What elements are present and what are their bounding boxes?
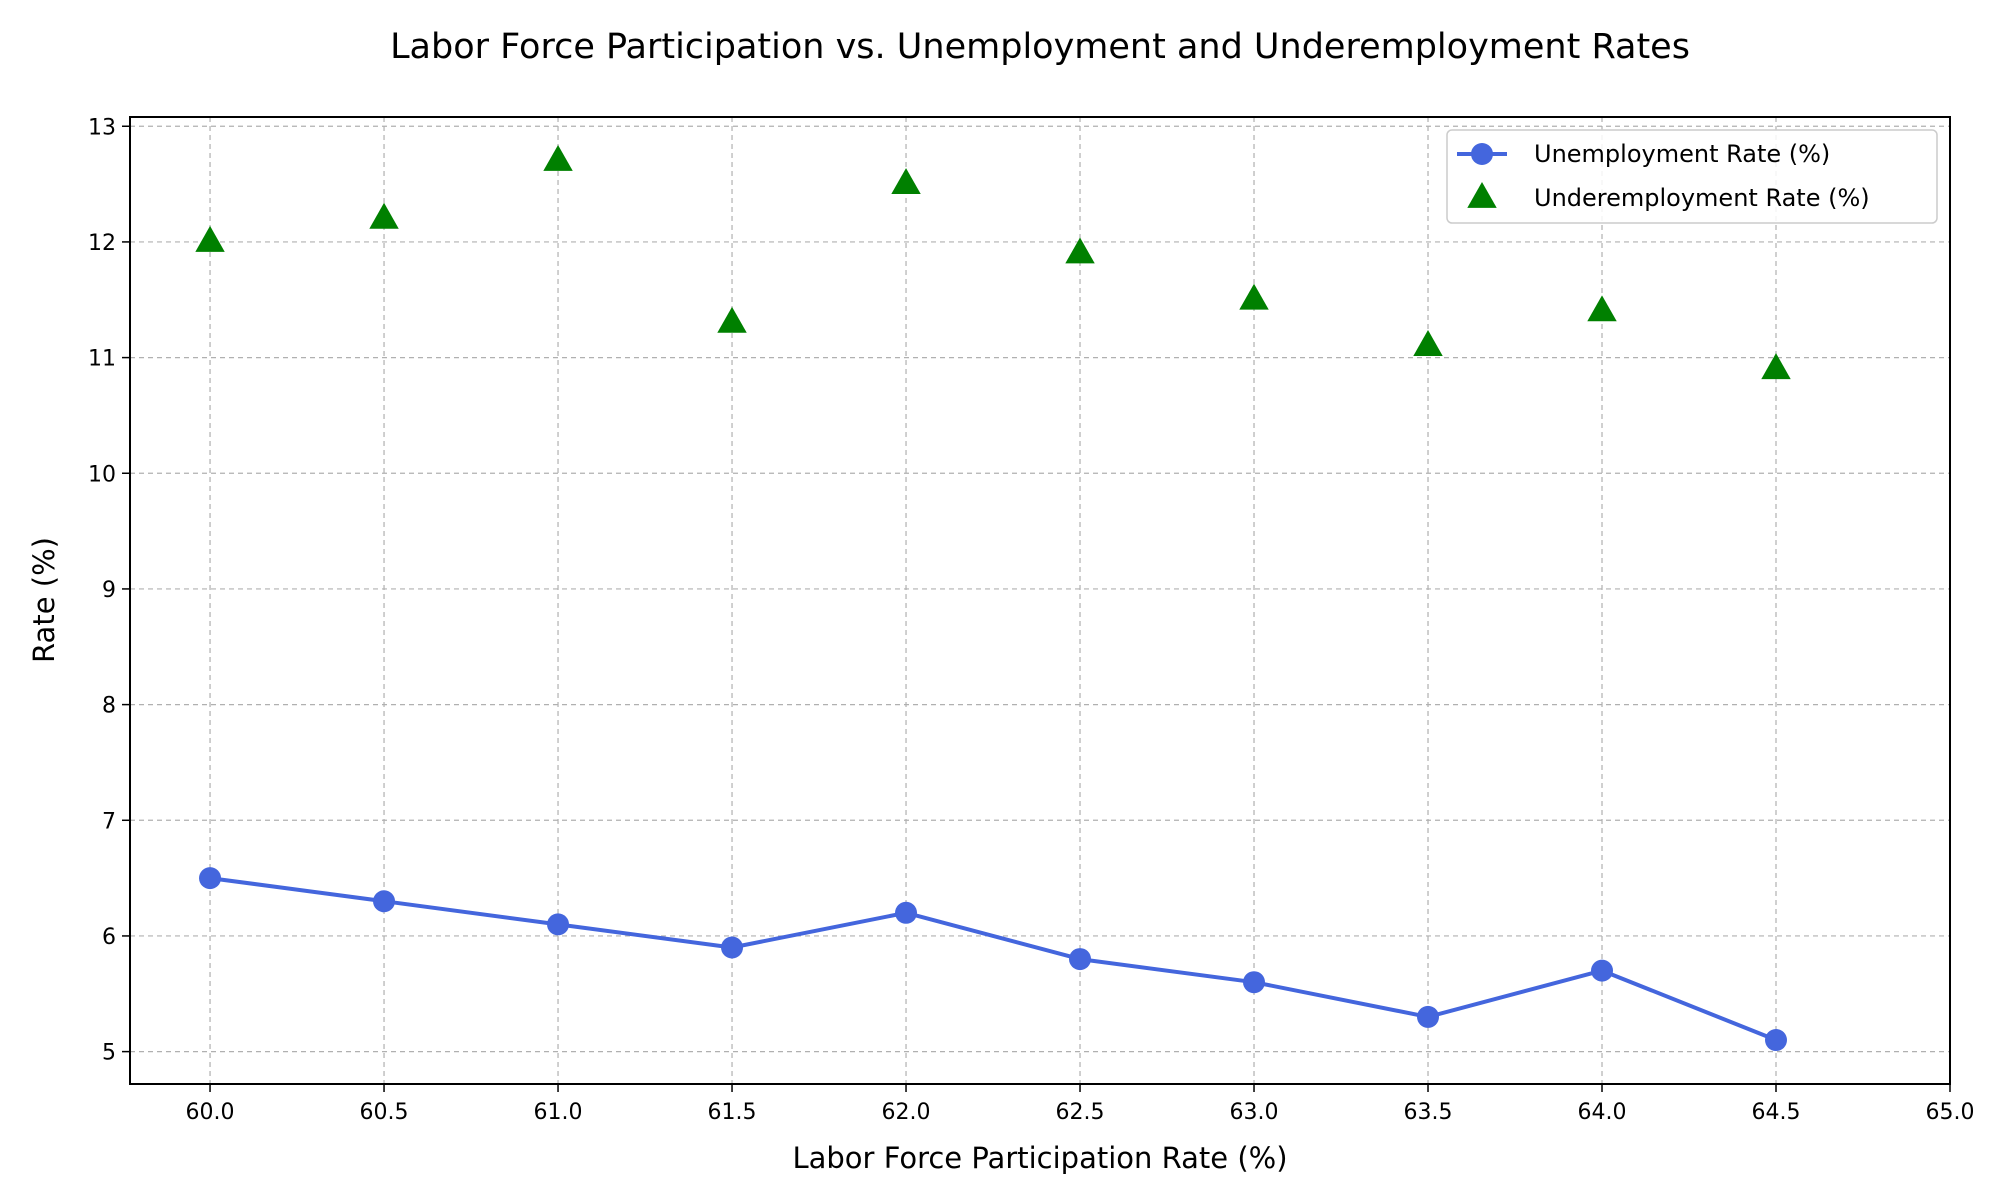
- legend-label-underemployment: Underemployment Rate (%): [1534, 184, 1870, 212]
- x-tick-label: 61.5: [708, 1100, 757, 1125]
- y-tick-label: 12: [88, 231, 116, 256]
- y-tick-label: 8: [102, 694, 116, 719]
- y-tick-label: 13: [88, 115, 116, 140]
- x-tick-label: 63.5: [1404, 1100, 1453, 1125]
- x-tick-label: 63.0: [1230, 1100, 1279, 1125]
- x-tick-label: 64.5: [1752, 1100, 1801, 1125]
- underemployment-point: [1239, 283, 1269, 310]
- unemployment-point: [1417, 1005, 1440, 1028]
- y-tick-label: 6: [102, 925, 116, 950]
- unemployment-point: [721, 936, 744, 959]
- unemployment-point: [547, 913, 570, 936]
- x-tick-label: 65.0: [1926, 1100, 1975, 1125]
- unemployment-point: [1591, 959, 1614, 982]
- unemployment-point: [1243, 971, 1266, 994]
- y-tick-label: 5: [102, 1041, 116, 1066]
- underemployment-point: [195, 225, 225, 252]
- underemployment-point: [1065, 237, 1095, 264]
- legend-triangle-marker: [1467, 182, 1497, 208]
- underemployment-point: [717, 306, 747, 333]
- unemployment-point: [1069, 948, 1092, 971]
- legend: Unemployment Rate (%) Underemployment Rat…: [1446, 129, 1938, 224]
- x-axis-label: Labor Force Participation Rate (%): [792, 1141, 1287, 1175]
- underemployment-point: [891, 168, 921, 195]
- x-axis: 60.0 60.5 61.0 61.5 62.0 62.5 63.0 63.5 64.0 64.5…: [186, 1084, 1975, 1125]
- x-tick-label: 62.5: [1056, 1100, 1105, 1125]
- x-tick-label: 62.0: [882, 1100, 931, 1125]
- x-tick-label: 60.0: [186, 1100, 235, 1125]
- underemployment-point: [1413, 330, 1443, 356]
- y-tick-label: 7: [102, 809, 116, 834]
- legend-label-unemployment: Unemployment Rate (%): [1534, 140, 1830, 168]
- y-axis: 5 6 7 8 9 10 11 12 13: [88, 115, 130, 1066]
- unemployment-point: [373, 890, 396, 913]
- x-tick-label: 61.0: [534, 1100, 583, 1125]
- unemployment-line: [209, 876, 1777, 1042]
- underemployment-point: [543, 144, 573, 171]
- y-axis-label: Rate (%): [27, 537, 61, 663]
- y-tick-label: 11: [88, 347, 116, 372]
- plot-area: [195, 144, 1791, 1052]
- unemployment-point: [1765, 1029, 1788, 1052]
- unemployment-point: [199, 867, 222, 890]
- y-tick-label: 10: [88, 462, 116, 487]
- legend-circle-marker: [1471, 143, 1493, 165]
- plot-frame: [129, 116, 1951, 1085]
- x-tick-label: 64.0: [1578, 1100, 1627, 1125]
- underemployment-point: [1761, 353, 1791, 380]
- underemployment-point: [1587, 295, 1617, 322]
- y-tick-label: 9: [102, 578, 116, 603]
- legend-box: [1446, 129, 1938, 224]
- chart-title: Labor Force Participation vs. Unemployme…: [390, 27, 1690, 67]
- x-tick-label: 60.5: [360, 1100, 409, 1125]
- underemployment-point: [369, 202, 399, 229]
- unemployment-point: [895, 901, 918, 924]
